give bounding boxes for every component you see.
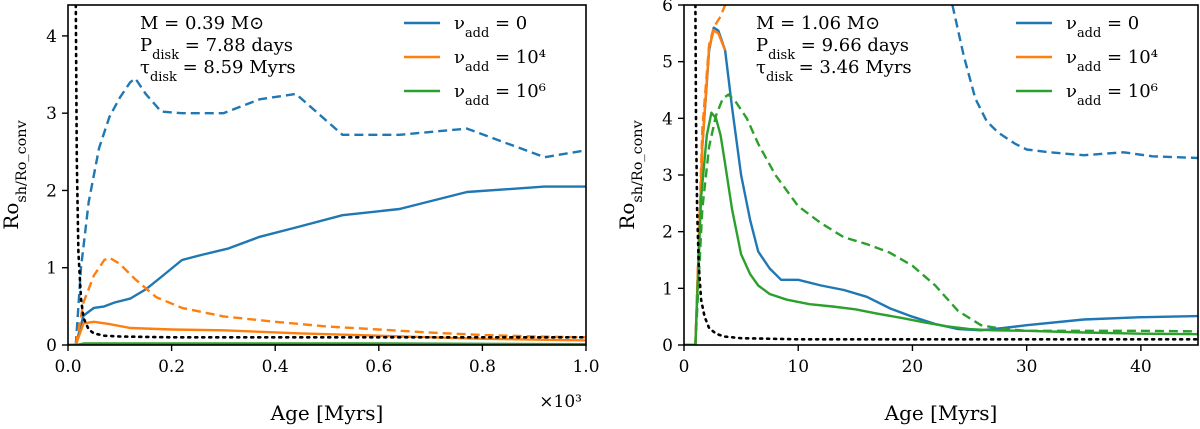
y-tick-label: 3: [46, 104, 57, 124]
x-tick-label: 0.2: [158, 357, 185, 377]
legend-label: νadd = 0: [1066, 13, 1139, 41]
y-tick-label: 0: [662, 336, 673, 356]
y-tick-label: 0: [46, 336, 57, 356]
series-line: [74, 77, 586, 345]
y-tick-label: 5: [662, 53, 673, 73]
annotation-text: τdisk = 8.59 Myrs: [140, 57, 296, 85]
x-tick-label: 20: [902, 357, 924, 377]
series-group: [684, 5, 1198, 345]
x-axis-label: Age [Myrs]: [884, 401, 998, 425]
x-axis-label: Age [Myrs]: [270, 401, 384, 425]
series-line: [74, 5, 586, 339]
y-tick-label: 4: [46, 27, 57, 47]
legend-label: νadd = 10⁴: [1066, 47, 1158, 75]
y-tick-label: 2: [46, 181, 57, 201]
annotation-text: M = 1.06 M⊙: [756, 13, 880, 34]
x-tick-label: 0.8: [469, 357, 496, 377]
legend-label: νadd = 10⁴: [454, 47, 546, 75]
y-tick-label: 1: [46, 259, 57, 279]
x-tick-label: 40: [1130, 357, 1152, 377]
series-line: [684, 111, 1198, 345]
x-tick-label: 0: [679, 357, 690, 377]
annotation-text: Pdisk = 7.88 days: [140, 35, 293, 63]
x-multiplier: ×10³: [539, 392, 582, 412]
legend-label: νadd = 0: [454, 13, 527, 41]
y-axis-label: Rosh/Ro_conv: [615, 119, 646, 229]
series-line: [74, 256, 586, 345]
x-tick-label: 0.4: [262, 357, 289, 377]
series-line: [694, 5, 727, 345]
y-axis-label: Rosh/Ro_conv: [0, 119, 30, 229]
series-line: [684, 26, 1198, 345]
legend-label: νadd = 10⁶: [454, 81, 546, 109]
x-tick-label: 10: [787, 357, 809, 377]
axes-frame: [67, 4, 587, 346]
y-tick-label: 4: [662, 109, 673, 129]
panel-left: 0.0 0.2 0.4 0.6 0.8 1.0 0 1 2 3 4 ×10³ Age [Myrs] Ros…: [0, 4, 600, 425]
annotation-text: M = 0.39 M⊙: [140, 13, 264, 34]
y-tick-label: 2: [662, 223, 673, 243]
x-tick-label: 0.0: [54, 357, 81, 377]
annotation-text: τdisk = 3.46 Myrs: [756, 57, 912, 85]
series-line: [68, 185, 586, 345]
y-tick-label: 3: [662, 166, 673, 186]
series-line: [694, 93, 1198, 345]
series-line: [694, 5, 1198, 341]
x-tick-label: 1.0: [572, 357, 599, 377]
y-tick-label: 1: [662, 279, 673, 299]
x-tick-label: 0.6: [365, 357, 392, 377]
legend-label: νadd = 10⁶: [1066, 81, 1158, 109]
series-line: [68, 320, 586, 345]
x-tick-label: 30: [1016, 357, 1038, 377]
panel-right: 0 10 20 30 40 0 1 2 3 4 5 6 Age [Myrs] Rosh/Ro_conv M …: [615, 0, 1199, 425]
y-tick-label: 6: [662, 0, 673, 16]
series-line: [951, 5, 1198, 160]
annotation-text: Pdisk = 9.66 days: [756, 35, 909, 63]
